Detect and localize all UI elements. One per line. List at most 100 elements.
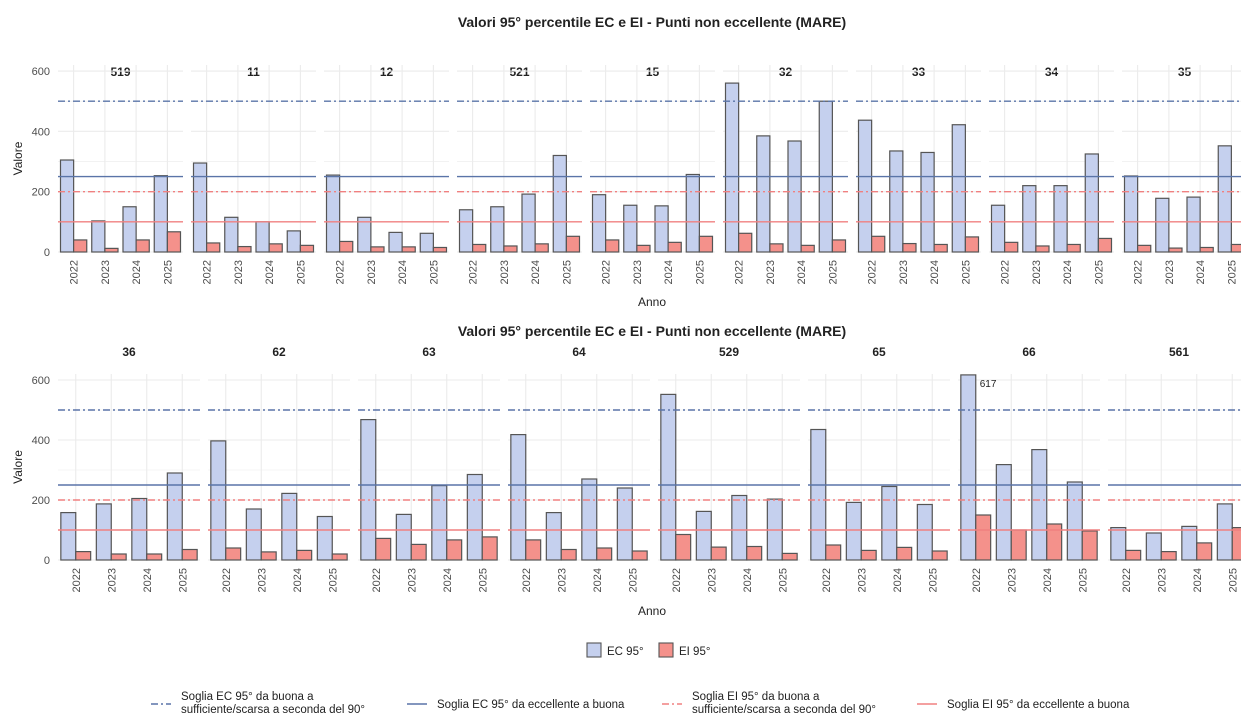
x-tick-label: 2025: [177, 568, 189, 592]
bar-ec-35-2025: [1217, 145, 1232, 253]
bar-ei-65-2022: [825, 544, 842, 561]
bar-ec-63-2024: [431, 485, 448, 561]
x-tick-label: 2022: [335, 260, 347, 284]
bar-ei-34-2024: [1066, 243, 1081, 253]
bar-ec-15-2022: [591, 194, 607, 253]
x-tick-label: 2024: [742, 568, 754, 592]
bar-ei-32-2023: [769, 243, 784, 253]
bar-ec-521-2025: [552, 154, 567, 253]
bar-ei-36-2024: [146, 553, 163, 561]
bar-ec-519-2025: [153, 175, 168, 253]
panel-32: 32 2022 2023 2024 2025: [723, 65, 848, 284]
bar-ei-34-2022: [1004, 241, 1019, 253]
bar-ei-33-2025: [964, 236, 980, 253]
y-tick-label: 0: [44, 247, 50, 259]
bar-ei-66-2025: [1081, 530, 1098, 561]
bar-ec-12-2024: [388, 231, 403, 253]
bar-ec-11-2022: [192, 162, 208, 253]
x-tick-label: 2024: [131, 260, 143, 284]
bar-ei-12-2023: [370, 246, 385, 253]
x-tick-label: 2025: [162, 260, 174, 284]
panel-title: 64: [572, 345, 586, 359]
bar-ei-15-2022: [605, 239, 620, 253]
bar-ec-33-2025: [951, 124, 966, 253]
x-tick-label: 2025: [827, 260, 839, 284]
bar-ec-35-2022: [1123, 175, 1139, 253]
x-tick-label: 2025: [1077, 568, 1089, 592]
x-tick-label: 2023: [100, 260, 112, 284]
panel-33: 33 2022 2023 2024 2025: [856, 65, 981, 284]
panel-65: 65 2022 2023 2024 2025: [808, 345, 950, 592]
x-tick-label: 2025: [694, 260, 706, 284]
bar-ec-561-2023: [1145, 532, 1162, 561]
bar-ei-529-2022: [675, 533, 692, 561]
bar-ei-561-2025: [1231, 526, 1241, 561]
bar-ec-65-2023: [845, 501, 862, 561]
bar-ec-36-2024: [131, 497, 148, 561]
x-tick-label: 2022: [521, 568, 533, 592]
panel-title: 561: [1169, 345, 1189, 359]
x-tick-label: 2024: [929, 260, 941, 284]
chart-row-2: Valori 95° percentile EC e EI - Punti no…: [11, 323, 1241, 618]
bar-ei-33-2022: [871, 235, 886, 253]
bar-ec-561-2025: [1216, 503, 1233, 561]
x-tick-label: 2025: [561, 260, 573, 284]
bar-ei-519-2023: [104, 247, 119, 253]
bar-ec-66-2025: [1066, 481, 1083, 561]
bar-ec-33-2023: [889, 150, 904, 253]
x-tick-label: 2023: [106, 568, 118, 592]
x-tick-label: 2025: [927, 568, 939, 592]
bar-ei-62-2023: [260, 551, 277, 561]
x-tick-label: 2024: [292, 568, 304, 592]
chart-title: Valori 95° percentile EC e EI - Punti no…: [458, 323, 846, 339]
bar-ei-33-2023: [902, 242, 917, 253]
bar-ei-62-2022: [225, 547, 242, 561]
bar-ec-64-2024: [581, 478, 598, 561]
bar-ei-529-2025: [781, 552, 798, 561]
bar-ei-36-2025: [181, 548, 198, 561]
bar-ec-32-2023: [756, 135, 771, 253]
bar-ei-35-2022: [1137, 244, 1152, 253]
bar-ec-35-2023: [1155, 197, 1170, 253]
bar-ec-64-2022: [510, 434, 527, 561]
x-tick-label: 2024: [592, 568, 604, 592]
bar-ei-11-2023: [237, 245, 252, 253]
x-tick-label: 2023: [499, 260, 511, 284]
x-tick-label: 2024: [264, 260, 276, 284]
panel-title: 15: [646, 65, 660, 79]
bar-ei-63-2023: [410, 543, 427, 561]
x-tick-label: 2024: [530, 260, 542, 284]
legend-line-label: Soglia EC 95° da buona a: [181, 691, 314, 703]
panel-title: 519: [110, 65, 130, 79]
x-tick-label: 2022: [821, 568, 833, 592]
bar-ec-66-2023: [995, 464, 1012, 561]
bar-ec-36-2022: [60, 511, 77, 561]
bar-ec-66-2024: [1031, 449, 1048, 561]
panel-34: 34 2022 2023 2024 2025: [989, 65, 1114, 284]
bar-ec-561-2024: [1181, 525, 1198, 561]
bar-ei-15-2023: [636, 244, 651, 253]
legend-swatch-ei: [658, 642, 674, 658]
panel-title: 66: [1022, 345, 1036, 359]
x-tick-label: 2022: [468, 260, 480, 284]
legend-line-label: sufficiente/scarsa a seconda del 90°: [692, 704, 876, 715]
bar-ei-12-2024: [401, 246, 416, 253]
y-tick-label: 600: [32, 375, 50, 387]
panel-title: 521: [509, 65, 529, 79]
bar-ei-519-2025: [166, 231, 182, 253]
bar-ei-521-2022: [472, 243, 487, 253]
y-tick-label: 200: [32, 495, 50, 507]
panel-title: 36: [122, 345, 136, 359]
legend-line-label: sufficiente/scarsa a seconda del 90°: [181, 704, 365, 715]
panel-529: 529 2022 2023 2024 2025: [658, 345, 800, 592]
panel-title: 63: [422, 345, 436, 359]
legend-label-ei: EI 95°: [679, 646, 710, 658]
bar-ec-34-2025: [1084, 153, 1099, 253]
x-tick-label: 2024: [1195, 260, 1207, 284]
panel-62: 62 2022 2023 2024 2025: [208, 345, 350, 592]
bar-ei-65-2025: [931, 550, 948, 561]
bar-ec-65-2022: [810, 428, 827, 561]
x-tick-label: 2024: [1192, 568, 1204, 592]
bar-ec-63-2022: [360, 419, 377, 561]
legend-swatch-ec: [586, 642, 602, 658]
